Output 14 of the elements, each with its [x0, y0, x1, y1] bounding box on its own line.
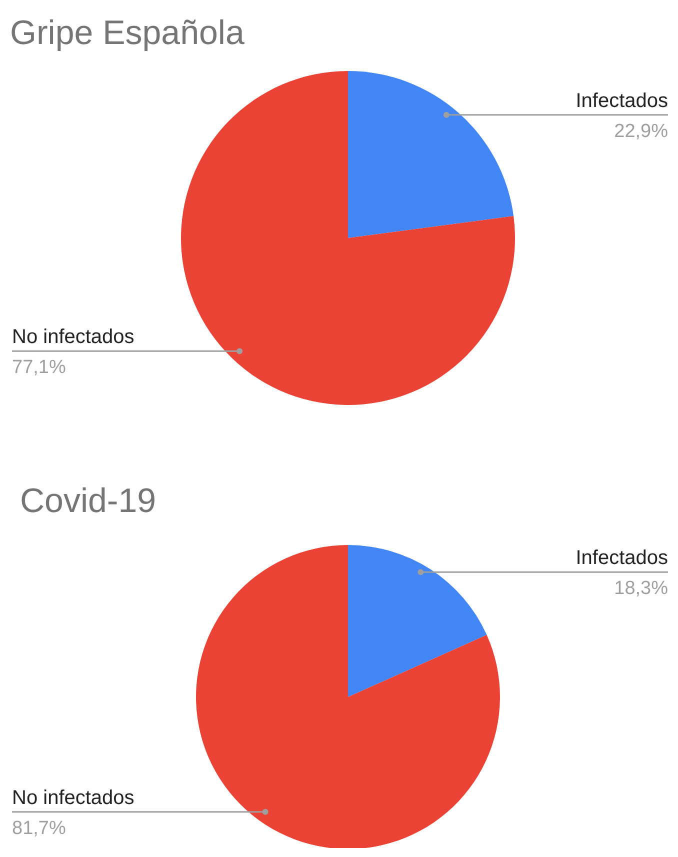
data-label: 22,9% — [614, 120, 668, 142]
chart-title: Gripe Española — [9, 13, 246, 54]
slice-label: Infectados — [576, 90, 668, 112]
slice-label: Infectados — [576, 547, 668, 570]
pie-slice — [196, 545, 500, 848]
chart-title: Covid-19 — [19, 481, 158, 522]
data-label: 81,7% — [12, 818, 66, 839]
data-label: 18,3% — [614, 578, 668, 600]
pie-slice — [348, 71, 514, 238]
pie-slice — [348, 545, 487, 697]
slice-label: No infectados — [12, 326, 134, 348]
slice-label: No infectados — [12, 786, 134, 809]
pie-slice — [181, 71, 515, 405]
data-label: 77,1% — [12, 357, 66, 378]
